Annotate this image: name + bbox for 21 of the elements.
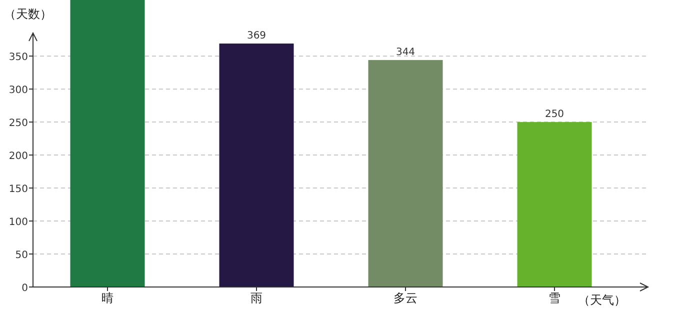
x-tick-label: 多云 (394, 291, 418, 305)
y-axis-title: （天数） (4, 7, 52, 21)
y-tick-label: 300 (8, 85, 28, 96)
y-tick-label: 50 (15, 250, 28, 262)
y-tick-label: 200 (8, 151, 28, 162)
y-tick-label: 0 (22, 283, 28, 294)
x-tick-label: 雨 (250, 291, 262, 305)
x-tick-label: 雪 (548, 291, 560, 305)
y-tick-label: 150 (8, 184, 28, 196)
x-axis-title: （天气） (578, 293, 626, 307)
y-tick-label: 250 (8, 118, 28, 130)
y-tick-label: 350 (8, 52, 28, 64)
data-label: 369 (246, 30, 266, 42)
bar (517, 122, 592, 287)
bar (219, 44, 294, 287)
bar (70, 0, 145, 287)
data-label: 250 (544, 109, 564, 120)
x-tick-label: 晴 (102, 291, 114, 305)
data-label: 344 (396, 47, 416, 58)
y-tick-label: 100 (8, 217, 28, 228)
bar (368, 60, 443, 287)
